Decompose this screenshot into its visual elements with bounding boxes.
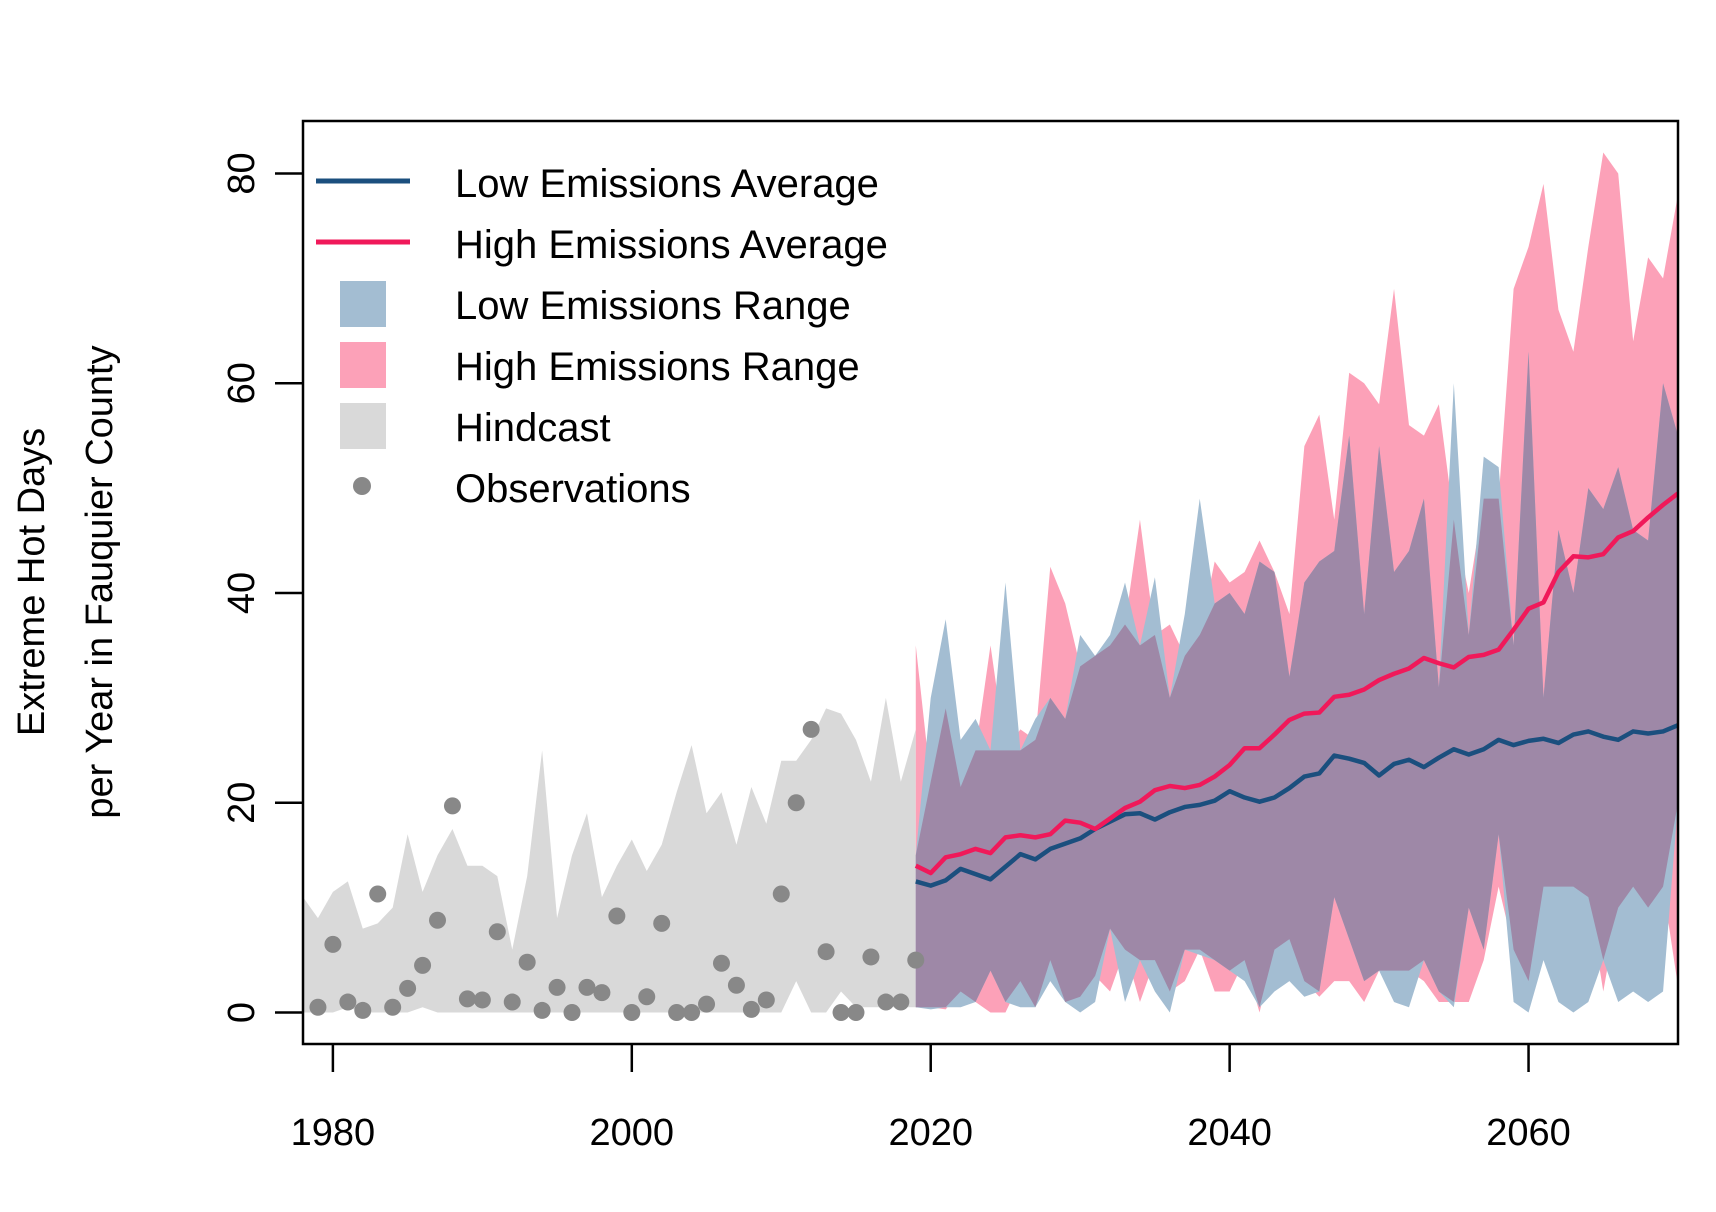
observation-point: [698, 995, 716, 1013]
y-tick-label: 0: [221, 1002, 263, 1023]
observation-point: [369, 885, 387, 903]
low-emissions-average-line: [915, 723, 1678, 888]
x-axis: 1980 2000 2020 2040 2060: [291, 1044, 1571, 1154]
observation-point: [593, 984, 611, 1002]
observation-point: [324, 935, 342, 953]
observation-point: [742, 1000, 760, 1018]
observation-point: [623, 1004, 641, 1022]
x-tick-label: 2040: [1187, 1112, 1272, 1154]
legend-label: High Emissions Average: [455, 223, 888, 267]
observation-point: [548, 978, 566, 996]
observation-point: [429, 911, 447, 929]
legend-label: Observations: [455, 467, 691, 511]
observation-point: [384, 998, 402, 1016]
x-tick-label: 2000: [590, 1112, 675, 1154]
observation-point: [757, 991, 775, 1009]
observation-point: [443, 797, 461, 815]
observation-point: [772, 885, 790, 903]
y-axis: 0 20 40 60 80: [221, 152, 303, 1023]
observation-point: [727, 976, 745, 994]
observation-point: [414, 956, 432, 974]
x-tick-label: 2060: [1486, 1112, 1571, 1154]
observation-point: [668, 1004, 686, 1022]
legend-swatch-box: [340, 342, 386, 388]
y-tick-label: 20: [221, 782, 263, 824]
y-tick-label: 60: [221, 362, 263, 404]
observation-point: [817, 943, 835, 961]
legend-label: High Emissions Range: [455, 345, 860, 389]
observation-point: [354, 1001, 372, 1019]
observation-points: [309, 720, 925, 1022]
observation-point: [847, 1004, 865, 1022]
observation-point: [533, 1001, 551, 1019]
legend-swatch-dot: [353, 477, 371, 495]
legend-swatch-box: [340, 281, 386, 327]
observation-point: [458, 990, 476, 1008]
emissions-range-overlap-band: [915, 351, 1678, 1008]
observation-point: [309, 998, 327, 1016]
observation-point: [907, 951, 925, 969]
plot-area: [303, 152, 1678, 1022]
observation-point: [892, 993, 910, 1011]
observation-point: [473, 991, 491, 1009]
legend-label: Low Emissions Range: [455, 284, 851, 328]
legend-label: Hindcast: [455, 406, 611, 450]
observation-point: [802, 720, 820, 738]
hindcast-band: [303, 697, 916, 1013]
observation-point: [862, 948, 880, 966]
x-tick-label: 1980: [291, 1112, 376, 1154]
observation-point: [488, 923, 506, 941]
plot-frame: [301, 119, 1680, 1046]
observation-point: [712, 954, 730, 972]
observation-point: [503, 993, 521, 1011]
legend-label: Low Emissions Average: [455, 162, 879, 206]
observation-point: [638, 988, 656, 1006]
y-tick-label: 40: [221, 572, 263, 614]
y-axis-label: Extreme Hot Days per Year in Fauquier Co…: [11, 345, 121, 818]
y-tick-label: 80: [221, 152, 263, 194]
y-axis-label-line-1: Extreme Hot Days: [11, 428, 53, 736]
observation-point: [563, 1004, 581, 1022]
observation-point: [399, 979, 417, 997]
observation-point: [578, 978, 596, 996]
high-emissions-average-line: [914, 491, 1678, 876]
observation-point: [608, 907, 626, 925]
observation-point: [339, 993, 357, 1011]
legend: Low Emissions Average High Emissions Aver…: [316, 162, 888, 511]
observation-point: [787, 794, 805, 812]
legend-swatch-box: [340, 403, 386, 449]
observation-point: [683, 1004, 701, 1022]
y-axis-label-line-2: per Year in Fauquier County: [79, 345, 121, 818]
observation-point: [518, 953, 536, 971]
observation-point: [877, 993, 895, 1011]
observation-point: [653, 914, 671, 932]
x-tick-label: 2020: [888, 1112, 973, 1154]
observation-point: [832, 1004, 850, 1022]
